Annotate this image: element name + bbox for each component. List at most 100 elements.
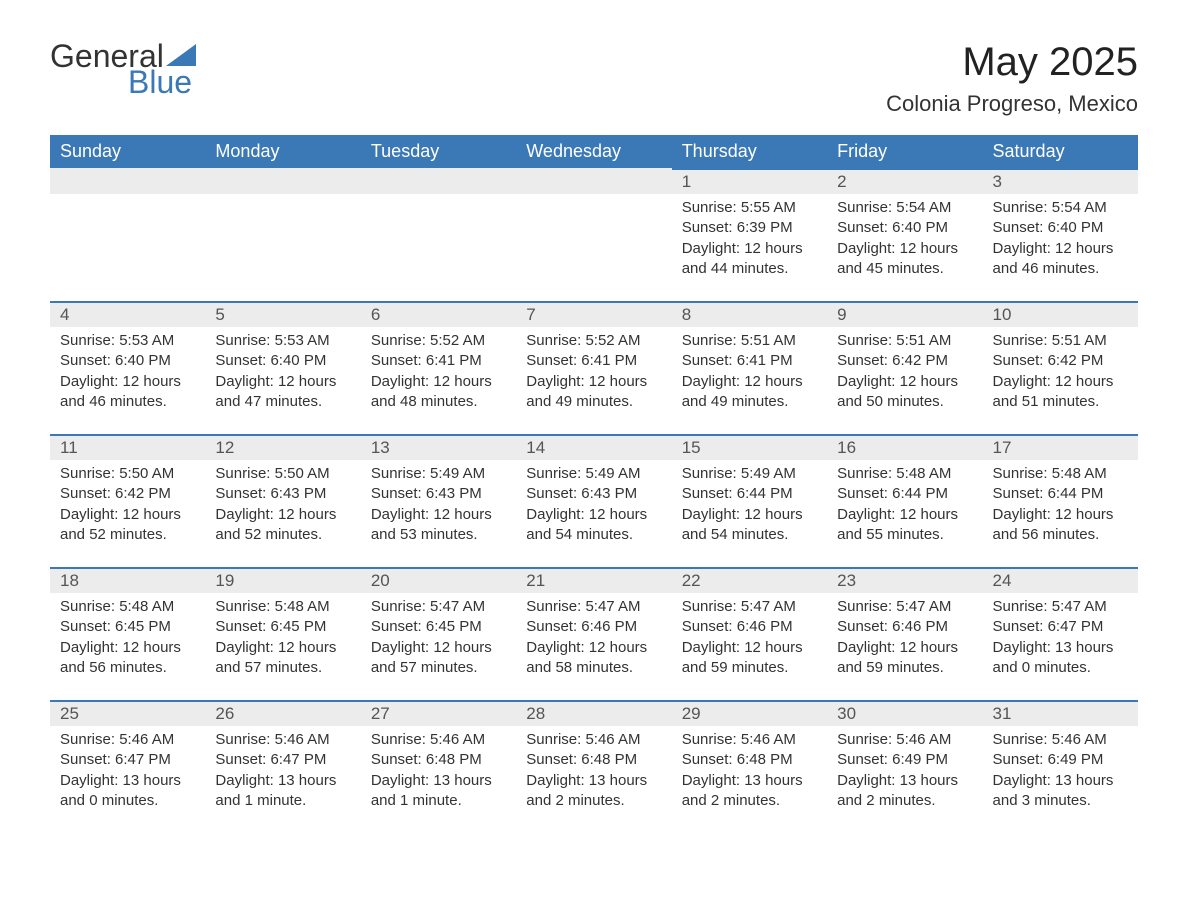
- daylight-text: Daylight: 12 hours and 46 minutes.: [60, 372, 195, 413]
- sunrise-text: Sunrise: 5:48 AM: [215, 597, 350, 617]
- calendar-day-cell: [361, 168, 516, 301]
- calendar-day-cell: [205, 168, 360, 301]
- sunrise-text: Sunrise: 5:52 AM: [371, 331, 506, 351]
- day-number: 19: [205, 567, 360, 593]
- day-number: 10: [983, 301, 1138, 327]
- calendar-week-row: 25Sunrise: 5:46 AMSunset: 6:47 PMDayligh…: [50, 700, 1138, 833]
- sunrise-text: Sunrise: 5:50 AM: [60, 464, 195, 484]
- sunrise-text: Sunrise: 5:48 AM: [993, 464, 1128, 484]
- day-number: 6: [361, 301, 516, 327]
- calendar-day-cell: 16Sunrise: 5:48 AMSunset: 6:44 PMDayligh…: [827, 434, 982, 567]
- calendar-day-cell: 20Sunrise: 5:47 AMSunset: 6:45 PMDayligh…: [361, 567, 516, 700]
- day-details: Sunrise: 5:51 AMSunset: 6:41 PMDaylight:…: [672, 327, 827, 412]
- sunset-text: Sunset: 6:43 PM: [215, 484, 350, 504]
- sunset-text: Sunset: 6:44 PM: [993, 484, 1128, 504]
- sunrise-text: Sunrise: 5:49 AM: [526, 464, 661, 484]
- sunset-text: Sunset: 6:47 PM: [215, 750, 350, 770]
- day-number: 17: [983, 434, 1138, 460]
- daylight-text: Daylight: 12 hours and 47 minutes.: [215, 372, 350, 413]
- brand-logo: General Blue: [50, 40, 196, 98]
- day-number: [361, 168, 516, 194]
- sunrise-text: Sunrise: 5:53 AM: [60, 331, 195, 351]
- calendar-day-cell: 10Sunrise: 5:51 AMSunset: 6:42 PMDayligh…: [983, 301, 1138, 434]
- day-number: 24: [983, 567, 1138, 593]
- sunrise-text: Sunrise: 5:47 AM: [837, 597, 972, 617]
- sunrise-text: Sunrise: 5:46 AM: [60, 730, 195, 750]
- brand-word-2: Blue: [128, 66, 196, 98]
- calendar-day-cell: 21Sunrise: 5:47 AMSunset: 6:46 PMDayligh…: [516, 567, 671, 700]
- day-details: Sunrise: 5:46 AMSunset: 6:48 PMDaylight:…: [361, 726, 516, 811]
- day-details: Sunrise: 5:54 AMSunset: 6:40 PMDaylight:…: [827, 194, 982, 279]
- day-number: 15: [672, 434, 827, 460]
- day-number: [205, 168, 360, 194]
- sunset-text: Sunset: 6:43 PM: [371, 484, 506, 504]
- day-number: 5: [205, 301, 360, 327]
- calendar-day-cell: 27Sunrise: 5:46 AMSunset: 6:48 PMDayligh…: [361, 700, 516, 833]
- calendar-day-cell: 7Sunrise: 5:52 AMSunset: 6:41 PMDaylight…: [516, 301, 671, 434]
- calendar-day-cell: 4Sunrise: 5:53 AMSunset: 6:40 PMDaylight…: [50, 301, 205, 434]
- calendar-day-cell: 29Sunrise: 5:46 AMSunset: 6:48 PMDayligh…: [672, 700, 827, 833]
- daylight-text: Daylight: 12 hours and 52 minutes.: [60, 505, 195, 546]
- day-details: Sunrise: 5:49 AMSunset: 6:43 PMDaylight:…: [516, 460, 671, 545]
- daylight-text: Daylight: 12 hours and 55 minutes.: [837, 505, 972, 546]
- calendar-day-cell: 30Sunrise: 5:46 AMSunset: 6:49 PMDayligh…: [827, 700, 982, 833]
- daylight-text: Daylight: 12 hours and 49 minutes.: [526, 372, 661, 413]
- calendar-day-cell: 26Sunrise: 5:46 AMSunset: 6:47 PMDayligh…: [205, 700, 360, 833]
- sunrise-text: Sunrise: 5:54 AM: [837, 198, 972, 218]
- day-number: 4: [50, 301, 205, 327]
- sunset-text: Sunset: 6:46 PM: [526, 617, 661, 637]
- sunrise-text: Sunrise: 5:51 AM: [682, 331, 817, 351]
- daylight-text: Daylight: 12 hours and 59 minutes.: [837, 638, 972, 679]
- day-details: Sunrise: 5:54 AMSunset: 6:40 PMDaylight:…: [983, 194, 1138, 279]
- sunset-text: Sunset: 6:45 PM: [60, 617, 195, 637]
- day-details: Sunrise: 5:48 AMSunset: 6:45 PMDaylight:…: [50, 593, 205, 678]
- day-number: [50, 168, 205, 194]
- day-details: Sunrise: 5:48 AMSunset: 6:44 PMDaylight:…: [827, 460, 982, 545]
- day-number: 29: [672, 700, 827, 726]
- sail-icon: [166, 44, 196, 66]
- calendar-week-row: 4Sunrise: 5:53 AMSunset: 6:40 PMDaylight…: [50, 301, 1138, 434]
- sunset-text: Sunset: 6:49 PM: [993, 750, 1128, 770]
- day-details: Sunrise: 5:53 AMSunset: 6:40 PMDaylight:…: [50, 327, 205, 412]
- sunrise-text: Sunrise: 5:50 AM: [215, 464, 350, 484]
- sunset-text: Sunset: 6:45 PM: [371, 617, 506, 637]
- sunset-text: Sunset: 6:40 PM: [215, 351, 350, 371]
- sunset-text: Sunset: 6:40 PM: [60, 351, 195, 371]
- day-details: Sunrise: 5:46 AMSunset: 6:49 PMDaylight:…: [827, 726, 982, 811]
- sunrise-text: Sunrise: 5:49 AM: [371, 464, 506, 484]
- daylight-text: Daylight: 12 hours and 57 minutes.: [215, 638, 350, 679]
- daylight-text: Daylight: 13 hours and 2 minutes.: [682, 771, 817, 812]
- daylight-text: Daylight: 12 hours and 56 minutes.: [60, 638, 195, 679]
- calendar-day-cell: 25Sunrise: 5:46 AMSunset: 6:47 PMDayligh…: [50, 700, 205, 833]
- daylight-text: Daylight: 12 hours and 56 minutes.: [993, 505, 1128, 546]
- daylight-text: Daylight: 13 hours and 2 minutes.: [837, 771, 972, 812]
- title-block: May 2025 Colonia Progreso, Mexico: [886, 40, 1138, 117]
- daylight-text: Daylight: 12 hours and 53 minutes.: [371, 505, 506, 546]
- day-number: 8: [672, 301, 827, 327]
- calendar-day-cell: 17Sunrise: 5:48 AMSunset: 6:44 PMDayligh…: [983, 434, 1138, 567]
- day-details: Sunrise: 5:46 AMSunset: 6:47 PMDaylight:…: [50, 726, 205, 811]
- day-details: Sunrise: 5:49 AMSunset: 6:43 PMDaylight:…: [361, 460, 516, 545]
- day-details: Sunrise: 5:50 AMSunset: 6:43 PMDaylight:…: [205, 460, 360, 545]
- day-details: Sunrise: 5:48 AMSunset: 6:44 PMDaylight:…: [983, 460, 1138, 545]
- sunrise-text: Sunrise: 5:47 AM: [682, 597, 817, 617]
- weekday-header-row: Sunday Monday Tuesday Wednesday Thursday…: [50, 135, 1138, 168]
- sunrise-text: Sunrise: 5:46 AM: [526, 730, 661, 750]
- daylight-text: Daylight: 12 hours and 50 minutes.: [837, 372, 972, 413]
- day-number: 26: [205, 700, 360, 726]
- sunset-text: Sunset: 6:40 PM: [993, 218, 1128, 238]
- weekday-header: Monday: [205, 135, 360, 168]
- sunset-text: Sunset: 6:46 PM: [682, 617, 817, 637]
- calendar-day-cell: 8Sunrise: 5:51 AMSunset: 6:41 PMDaylight…: [672, 301, 827, 434]
- calendar-week-row: 11Sunrise: 5:50 AMSunset: 6:42 PMDayligh…: [50, 434, 1138, 567]
- sunrise-text: Sunrise: 5:52 AM: [526, 331, 661, 351]
- daylight-text: Daylight: 12 hours and 58 minutes.: [526, 638, 661, 679]
- day-number: 30: [827, 700, 982, 726]
- day-details: Sunrise: 5:50 AMSunset: 6:42 PMDaylight:…: [50, 460, 205, 545]
- day-number: 21: [516, 567, 671, 593]
- daylight-text: Daylight: 12 hours and 49 minutes.: [682, 372, 817, 413]
- day-number: 9: [827, 301, 982, 327]
- day-details: Sunrise: 5:51 AMSunset: 6:42 PMDaylight:…: [827, 327, 982, 412]
- day-details: Sunrise: 5:53 AMSunset: 6:40 PMDaylight:…: [205, 327, 360, 412]
- day-details: Sunrise: 5:47 AMSunset: 6:47 PMDaylight:…: [983, 593, 1138, 678]
